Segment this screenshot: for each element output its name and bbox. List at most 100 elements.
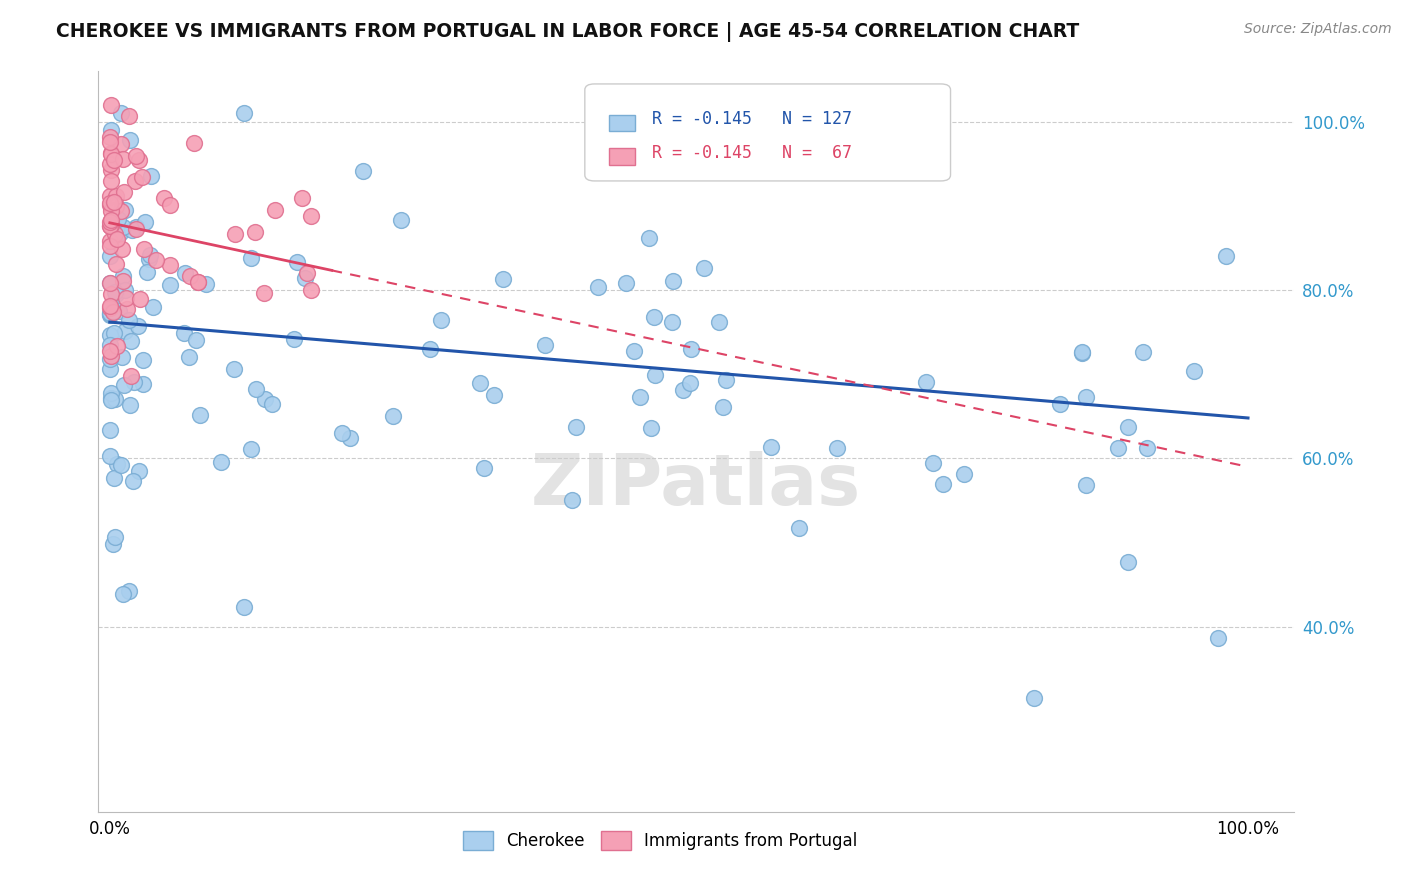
Point	[283, 332, 305, 346]
Point	[112, 378, 135, 392]
Point	[179, 269, 201, 284]
Point	[114, 283, 136, 297]
Point	[644, 368, 666, 382]
Point	[103, 326, 125, 340]
Point	[299, 283, 322, 297]
Point	[183, 136, 205, 150]
Point	[110, 203, 132, 218]
Point	[640, 421, 662, 435]
Point	[254, 392, 277, 406]
Point	[101, 537, 124, 551]
Point	[98, 301, 121, 316]
Point	[98, 238, 121, 252]
Point	[107, 211, 129, 226]
Point	[105, 199, 128, 213]
Point	[139, 248, 162, 262]
Point	[131, 353, 153, 368]
Point	[122, 376, 145, 390]
Point	[98, 249, 121, 263]
Point	[100, 146, 122, 161]
FancyBboxPatch shape	[585, 84, 950, 181]
Point	[679, 342, 702, 356]
Point	[100, 123, 122, 137]
Point	[586, 280, 609, 294]
Point	[100, 203, 122, 218]
Point	[98, 306, 121, 320]
Point	[98, 299, 121, 313]
Point	[121, 223, 143, 237]
Point	[105, 339, 128, 353]
Point	[98, 423, 121, 437]
Point	[1070, 344, 1092, 359]
Point	[128, 464, 150, 478]
Point	[661, 315, 683, 329]
Point	[953, 467, 976, 482]
Point	[100, 349, 122, 363]
Point	[98, 189, 121, 203]
Point	[1208, 631, 1230, 645]
Point	[138, 252, 160, 267]
Point	[1132, 345, 1154, 359]
Point	[492, 272, 515, 286]
Point	[98, 136, 121, 150]
Point	[114, 203, 136, 218]
Point	[1049, 397, 1071, 411]
Text: R = -0.145   N =  67: R = -0.145 N = 67	[652, 144, 852, 161]
Point	[111, 274, 134, 288]
Point	[132, 242, 155, 256]
Point	[100, 219, 122, 233]
Text: CHEROKEE VS IMMIGRANTS FROM PORTUGAL IN LABOR FORCE | AGE 45-54 CORRELATION CHAR: CHEROKEE VS IMMIGRANTS FROM PORTUGAL IN …	[56, 22, 1080, 42]
Point	[98, 215, 121, 229]
Point	[533, 338, 555, 352]
Point	[101, 303, 124, 318]
Point	[120, 369, 142, 384]
Point	[100, 393, 122, 408]
Point	[330, 425, 353, 440]
Point	[1116, 420, 1139, 434]
Point	[1074, 477, 1097, 491]
Point	[110, 106, 132, 120]
Point	[1215, 249, 1237, 263]
Point	[127, 319, 149, 334]
Point	[173, 266, 195, 280]
Point	[104, 392, 127, 406]
Point	[111, 242, 134, 256]
Point	[186, 333, 208, 347]
Point	[128, 292, 150, 306]
Point	[418, 342, 440, 356]
Point	[100, 147, 122, 161]
Point	[98, 197, 121, 211]
Point	[1071, 346, 1094, 360]
Point	[245, 382, 267, 396]
Point	[98, 343, 121, 358]
Point	[662, 274, 685, 288]
Point	[561, 492, 583, 507]
Point	[139, 169, 162, 184]
Point	[468, 376, 491, 391]
Point	[381, 409, 404, 423]
Point	[1182, 364, 1205, 378]
Point	[103, 194, 125, 209]
Point	[142, 300, 165, 314]
Point	[118, 108, 141, 122]
Point	[103, 285, 125, 299]
Point	[159, 198, 181, 212]
Point	[714, 373, 737, 387]
Point	[389, 212, 412, 227]
Point	[159, 258, 181, 272]
Point	[233, 599, 256, 614]
Point	[124, 174, 146, 188]
Point	[1107, 442, 1129, 456]
Point	[100, 98, 122, 112]
Legend: Cherokee, Immigrants from Portugal: Cherokee, Immigrants from Portugal	[456, 824, 865, 856]
Point	[253, 285, 276, 300]
Point	[430, 313, 453, 327]
Point	[98, 307, 121, 321]
Point	[623, 343, 645, 358]
Point	[120, 398, 142, 412]
Point	[100, 174, 122, 188]
Point	[100, 286, 122, 301]
Point	[299, 210, 322, 224]
Point	[1074, 390, 1097, 404]
Point	[195, 277, 218, 291]
